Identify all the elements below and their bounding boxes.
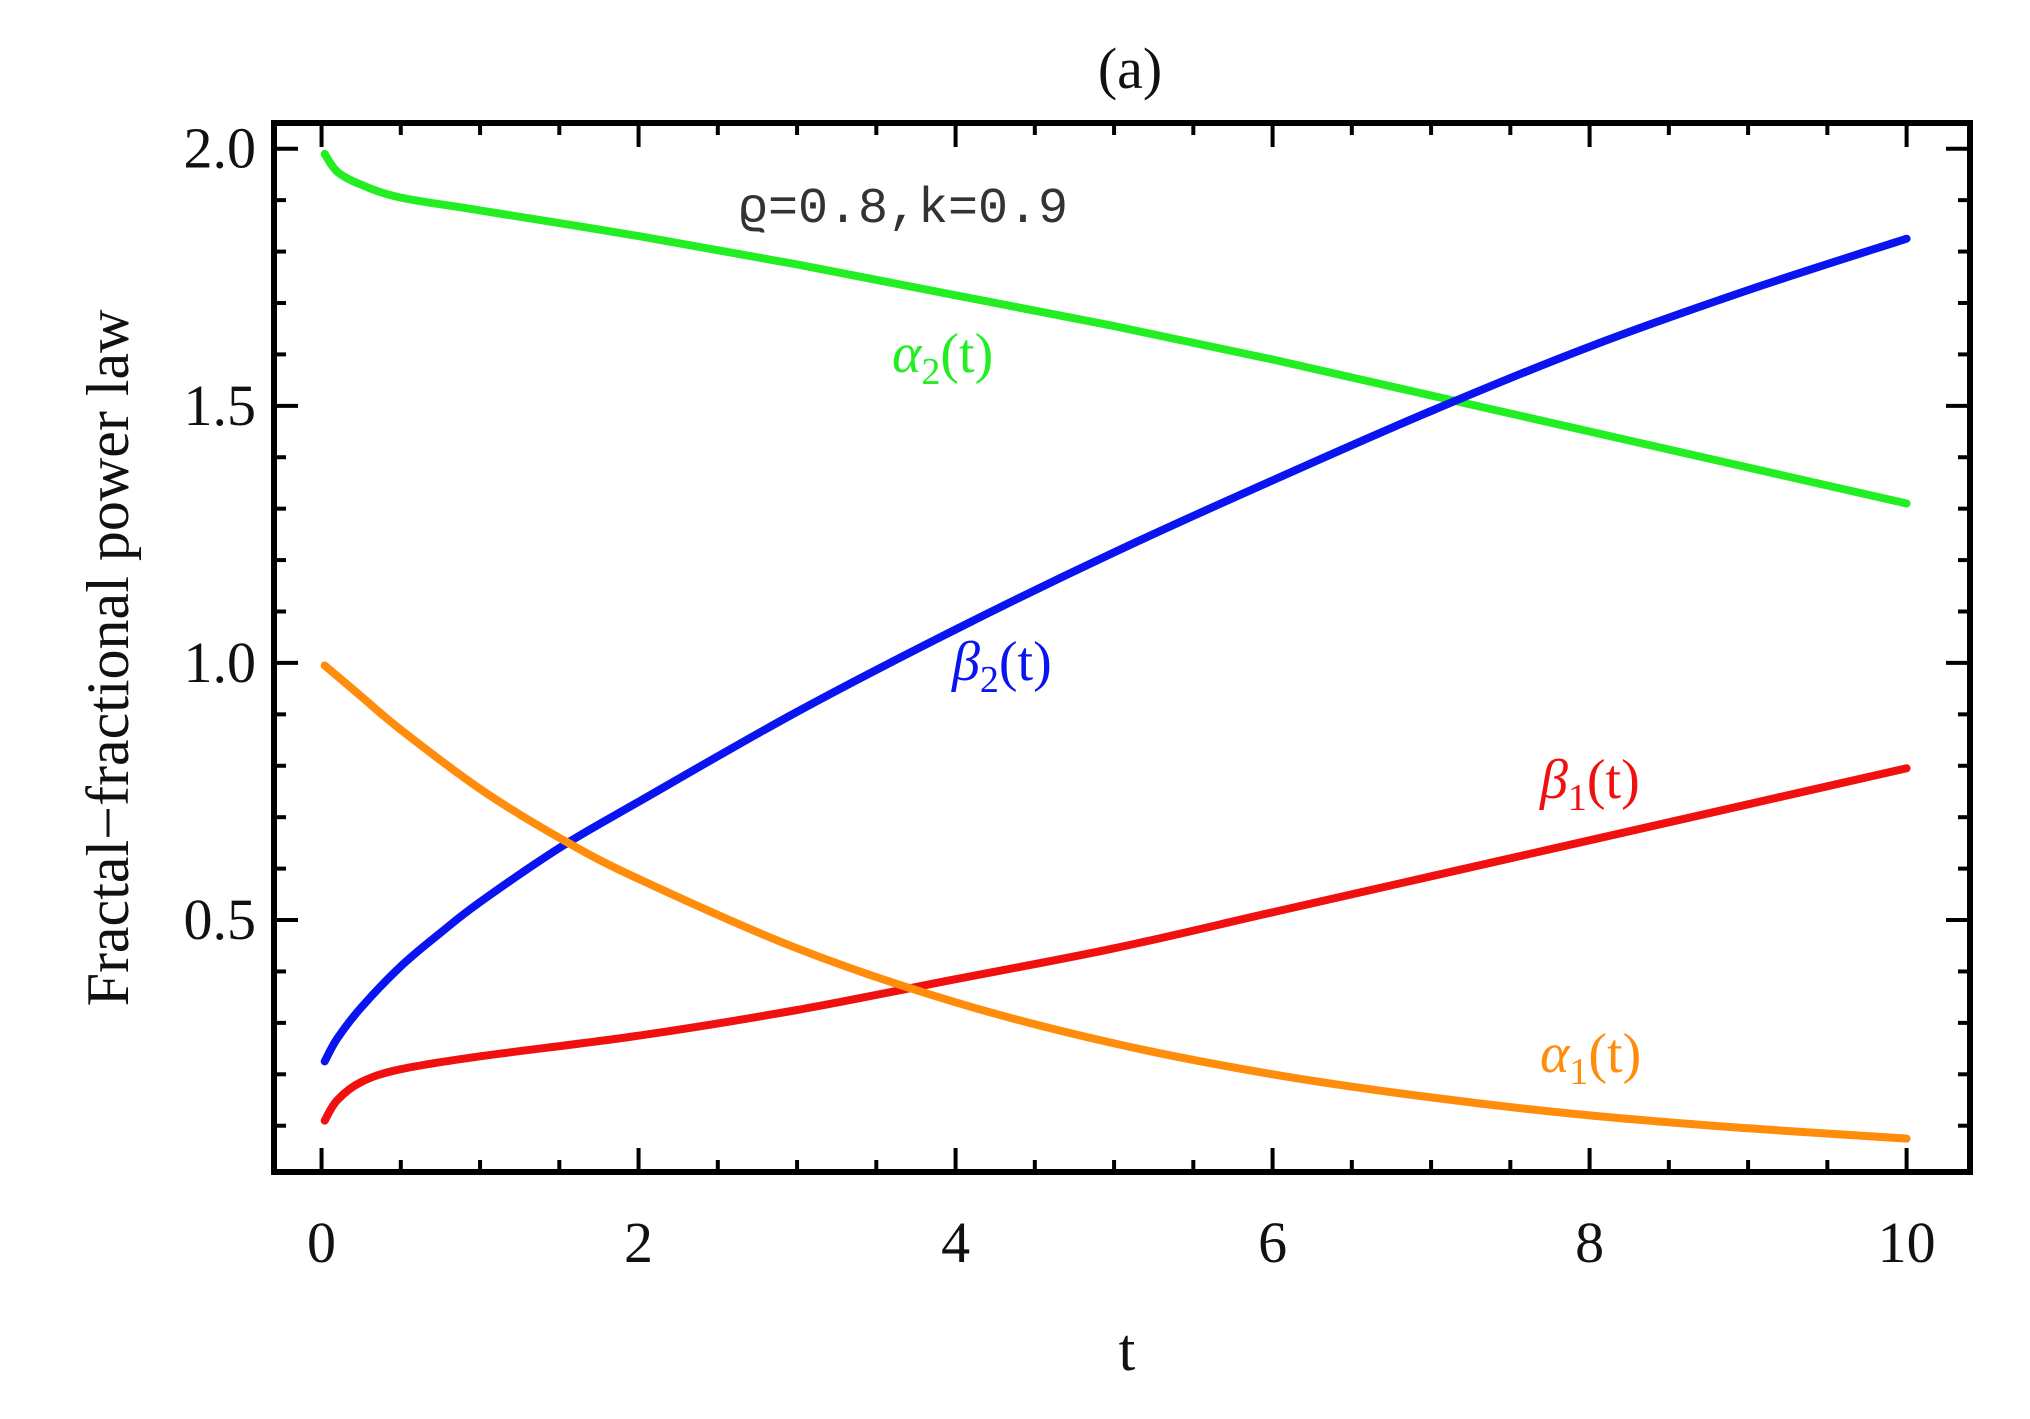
x-axis: 0 2 4 6 8 10 [307,123,1936,1275]
y-tick-label: 2.0 [184,116,257,181]
series-layer [320,149,1911,1143]
x-tick-label: 10 [1878,1210,1936,1275]
y-axis-label: Fractal−fractional power law [75,309,141,1007]
series-labels: α2(t) β2(t) β1(t) α1(t) [892,323,1641,1093]
series-label-2: β2(t) [951,631,1052,701]
x-tick-label: 0 [307,1210,336,1275]
y-axis: 0.5 1.0 1.5 2.0 [184,116,1970,1128]
series-label-1: α2(t) [892,323,993,393]
series-label-3: β1(t) [1539,749,1640,819]
series-line-4 [320,661,1911,1143]
series-line-1 [320,149,1911,508]
x-tick-label: 4 [941,1210,970,1275]
x-axis-label: t [1119,1317,1136,1383]
plot-frame [271,120,1973,1175]
x-tick-label: 8 [1575,1210,1604,1275]
series-line-2 [320,234,1911,1066]
y-tick-label: 0.5 [184,887,257,952]
chart-title: (a) [1098,36,1162,101]
y-tick-label: 1.0 [184,630,257,695]
series-label-4: α1(t) [1540,1023,1641,1093]
x-tick-label: 2 [624,1210,653,1275]
series-line-3 [320,764,1911,1125]
x-tick-label: 6 [1258,1210,1287,1275]
parameter-annotation: ϱ=0.8,k=0.9 [738,181,1068,238]
y-tick-label: 1.5 [184,373,257,438]
